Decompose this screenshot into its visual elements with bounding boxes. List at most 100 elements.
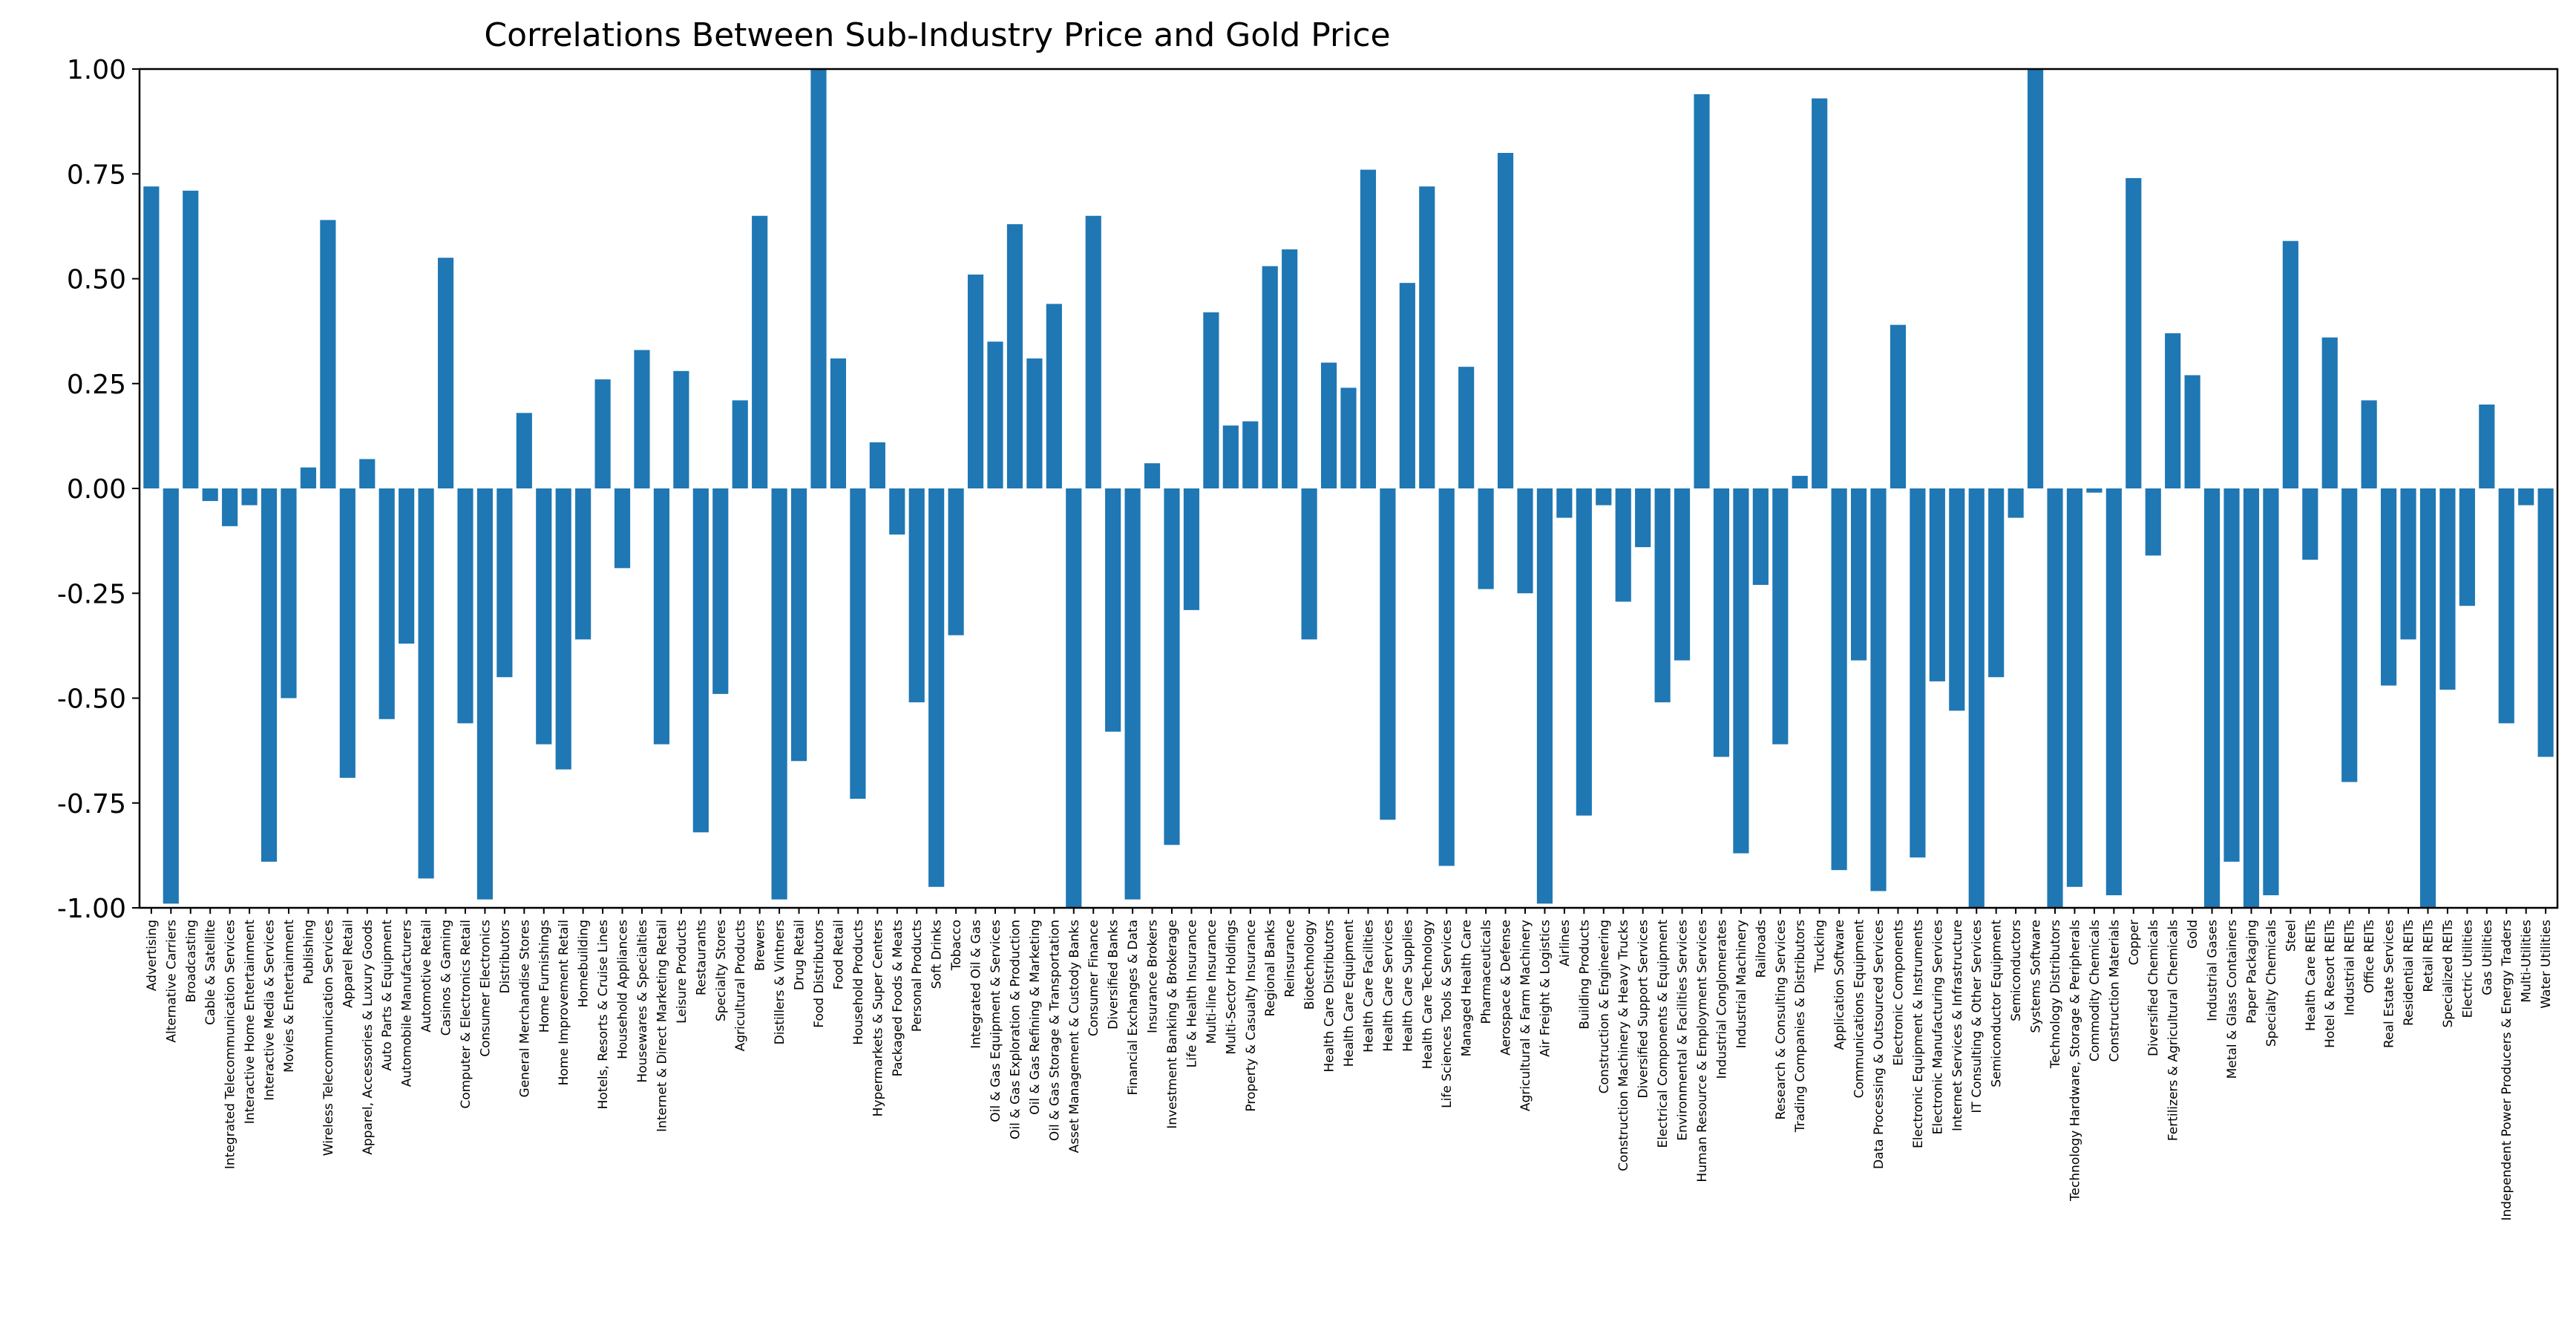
- x-tick-label: Agricultural & Farm Machinery: [1518, 920, 1533, 1111]
- x-tick-label: Building Products: [1577, 920, 1592, 1030]
- bar: [1026, 358, 1043, 488]
- x-tick-label: Internet Services & Infrastructure: [1950, 920, 1965, 1131]
- x-tick-label: Wireless Telecommunication Services: [321, 920, 336, 1156]
- bar: [1615, 488, 1631, 602]
- x-tick-label: Interactive Home Entertainment: [243, 920, 258, 1125]
- bar: [2008, 488, 2024, 518]
- bar: [359, 459, 376, 488]
- bar: [692, 488, 709, 833]
- bar: [2282, 241, 2298, 488]
- x-tick-label: Environmental & Facilities Services: [1676, 920, 1691, 1141]
- x-tick-label: Multi-Utilities: [2520, 920, 2534, 1003]
- bar: [2419, 488, 2436, 908]
- bar: [2518, 488, 2534, 506]
- x-tick-label: Pharmaceuticals: [1479, 920, 1494, 1024]
- x-tick-label: Life Sciences Tools & Services: [1440, 920, 1455, 1108]
- x-tick-label: Oil & Gas Refining & Marketing: [1028, 920, 1043, 1115]
- bar: [810, 69, 827, 488]
- x-tick-label: Financial Exchanges & Data: [1126, 920, 1141, 1095]
- bar: [2066, 488, 2083, 887]
- x-tick-label: Oil & Gas Exploration & Production: [1008, 920, 1023, 1139]
- x-tick-label: Construction Materials: [2107, 920, 2122, 1062]
- x-tick-label: Research & Consulting Services: [1774, 920, 1789, 1120]
- x-tick-label: Trading Companies & Distributors: [1793, 920, 1808, 1133]
- bar: [320, 220, 336, 488]
- x-tick-label: Broadcasting: [184, 920, 199, 1002]
- x-tick-label: Automotive Retail: [419, 920, 434, 1033]
- bar: [1870, 488, 1887, 891]
- x-tick-label: Asset Management & Custody Banks: [1067, 920, 1082, 1153]
- x-tick-label: Electric Utilities: [2460, 920, 2475, 1018]
- bar: [1006, 224, 1023, 488]
- bar: [2243, 488, 2260, 908]
- bar: [1360, 169, 1377, 488]
- y-tick-label: 1.00: [67, 55, 126, 85]
- x-tick-label: Regional Banks: [1263, 920, 1278, 1016]
- x-tick-label: Independent Power Producers & Energy Tra…: [2500, 920, 2514, 1221]
- x-tick-label: Distillers & Vintners: [773, 920, 787, 1045]
- bar: [1282, 249, 1298, 488]
- bar: [1419, 186, 1435, 488]
- bar: [1262, 266, 1278, 488]
- x-tick-label: Movies & Entertainment: [282, 920, 297, 1073]
- bar: [1988, 488, 2005, 678]
- x-tick-label: Housewares & Specialties: [635, 920, 650, 1083]
- x-tick-label: Retail REITs: [2421, 920, 2436, 992]
- x-tick-label: Consumer Finance: [1087, 920, 1101, 1036]
- x-tick-label: Aerospace & Defense: [1499, 920, 1514, 1056]
- bar: [1890, 324, 1907, 488]
- x-tick-label: Health Care Distributors: [1323, 920, 1337, 1073]
- bar: [1066, 488, 1082, 908]
- bar: [1340, 387, 1357, 488]
- bar: [1850, 488, 1867, 661]
- x-tick-label: Publishing: [301, 920, 316, 984]
- bar: [967, 274, 984, 488]
- bar: [1105, 488, 1121, 732]
- x-tick-label: Construction Machinery & Heavy Trucks: [1616, 920, 1631, 1171]
- bar: [2105, 488, 2122, 896]
- x-tick-label: Fertilizers & Agricultural Chemicals: [2166, 920, 2181, 1141]
- x-tick-label: Commodity Chemicals: [2088, 920, 2103, 1061]
- x-tick-label: Managed Health Care: [1460, 920, 1475, 1056]
- bar: [830, 358, 847, 488]
- x-tick-label: Oil & Gas Storage & Transportation: [1047, 920, 1062, 1141]
- x-tick-label: Household Products: [851, 920, 866, 1045]
- bar: [339, 488, 355, 778]
- bar: [1910, 488, 1926, 858]
- bar: [928, 488, 945, 887]
- bar: [1733, 488, 1749, 854]
- bar: [516, 413, 532, 488]
- bar: [2165, 333, 2181, 488]
- x-tick-label: Electronic Equipment & Instruments: [1911, 920, 1926, 1148]
- x-tick-label: Life & Health Insurance: [1184, 920, 1199, 1067]
- bar: [634, 350, 650, 488]
- x-tick-label: Electrical Components & Equipment: [1656, 920, 1671, 1148]
- bar: [653, 488, 670, 745]
- bar: [2381, 488, 2397, 686]
- x-tick-label: Diversified Chemicals: [2146, 920, 2161, 1056]
- x-tick-label: Auto Parts & Equipment: [380, 920, 395, 1071]
- bar: [1380, 488, 1396, 820]
- bar: [2184, 375, 2200, 488]
- x-tick-label: Specialty Stores: [714, 920, 729, 1021]
- bar: [1478, 488, 1494, 589]
- x-tick-label: Distributors: [498, 920, 513, 994]
- bar: [1596, 488, 1612, 506]
- x-tick-label: Real Estate Services: [2382, 920, 2397, 1048]
- x-tick-label: Soft Drinks: [930, 920, 945, 989]
- bar: [673, 370, 689, 488]
- bar: [594, 379, 611, 488]
- x-tick-label: Technology Distributors: [2048, 920, 2063, 1069]
- x-tick-label: Multi-line Insurance: [1205, 920, 1219, 1044]
- x-tick-label: Restaurants: [694, 920, 709, 995]
- bar: [2459, 488, 2475, 606]
- x-tick-label: Property & Casualty Insurance: [1244, 920, 1259, 1112]
- bar: [1694, 94, 1710, 488]
- y-tick-label: -1.00: [57, 894, 126, 924]
- x-tick-label: Household Appliances: [616, 920, 631, 1059]
- bar: [378, 488, 395, 719]
- x-tick-label: Agricultural Products: [733, 920, 748, 1051]
- x-tick-label: Food Retail: [831, 920, 846, 989]
